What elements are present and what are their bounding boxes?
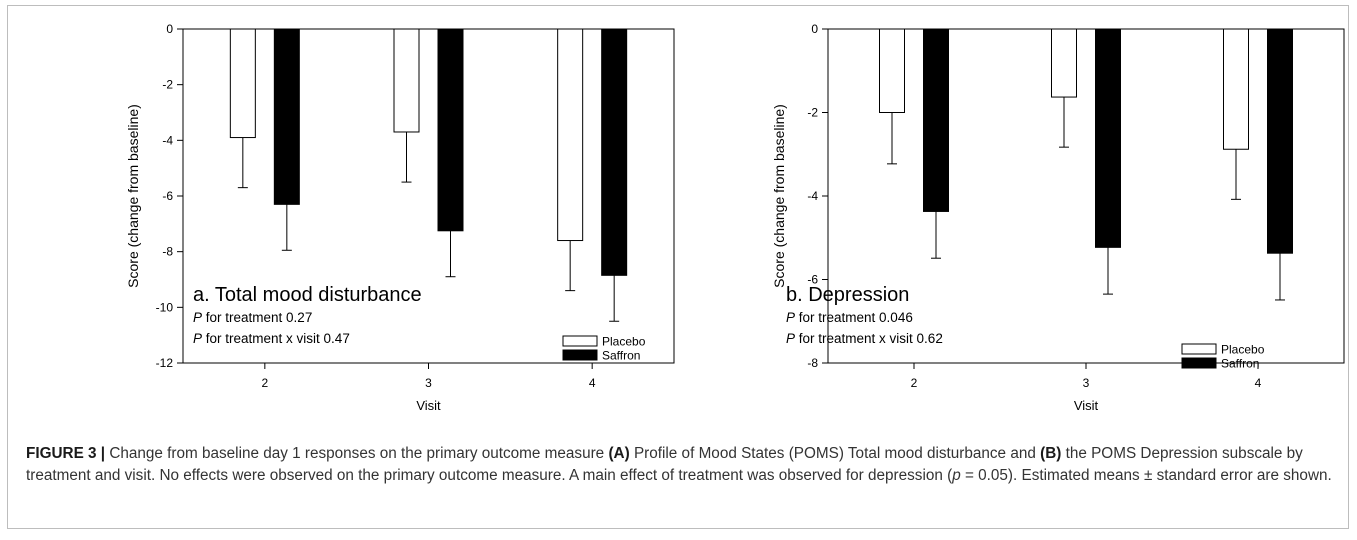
- stat-line: P for treatment x visit 0.47: [193, 331, 350, 346]
- caption-text: (A): [608, 445, 630, 462]
- x-tick-label: 3: [425, 376, 432, 390]
- caption-text: = 0.05). Estimated means ± standard erro…: [960, 467, 1332, 484]
- y-tick-label: -10: [156, 300, 174, 314]
- y-axis-label: Score (change from baseline): [125, 104, 141, 288]
- bar-placebo: [879, 28, 905, 113]
- legend-label-saffron: Saffron: [602, 349, 640, 363]
- bar-saffron: [437, 28, 464, 232]
- caption-text: p: [952, 467, 961, 484]
- caption-text: Profile of Mood States (POMS) Total mood…: [629, 445, 1041, 462]
- bar-placebo: [1223, 28, 1249, 150]
- caption-text: (B): [1040, 445, 1062, 462]
- panel-title: b. Depression: [786, 284, 909, 306]
- y-tick-label: -8: [162, 245, 173, 259]
- bar-placebo: [393, 28, 420, 133]
- y-tick-label: -4: [162, 133, 173, 147]
- y-tick-label: 0: [811, 22, 818, 36]
- panel-title: a. Total mood disturbance: [193, 284, 422, 306]
- legend-swatch-saffron: [562, 349, 598, 361]
- y-axis-label: Score (change from baseline): [771, 104, 787, 288]
- bar-placebo: [557, 28, 584, 242]
- x-axis-label: Visit: [1074, 398, 1099, 413]
- legend-swatch-saffron: [1181, 357, 1217, 369]
- x-tick-label: 3: [1083, 376, 1090, 390]
- bar-saffron: [1267, 28, 1293, 254]
- x-tick-label: 2: [911, 376, 918, 390]
- legend-swatch-placebo: [1181, 343, 1217, 355]
- figure-frame: 0 -2 -4 -6 -8 -10 -12 Score (change from baseli…: [7, 5, 1349, 529]
- y-tick-label: -2: [162, 78, 173, 92]
- stat-line: P for treatment 0.27: [193, 310, 312, 325]
- y-tick-label: -6: [807, 273, 818, 287]
- caption-text: the POMS Depression subscale by treatmen…: [26, 445, 1303, 484]
- y-tick-label: -12: [156, 356, 174, 370]
- x-axis-label: Visit: [416, 398, 441, 413]
- x-tick-label: 2: [261, 376, 268, 390]
- bar-saffron: [273, 28, 300, 205]
- bar-placebo: [1051, 28, 1077, 98]
- x-tick-label: 4: [589, 376, 596, 390]
- legend-swatch-placebo: [562, 335, 598, 347]
- y-tick-label: -8: [807, 356, 818, 370]
- y-tick-label: -2: [807, 106, 818, 120]
- chart-panel-a: 0 -2 -4 -6 -8 -10 -12 Score (change from baseli…: [125, 22, 675, 413]
- bar-saffron: [923, 28, 949, 212]
- bar-saffron: [1095, 28, 1121, 248]
- y-tick-label: 0: [166, 22, 173, 36]
- legend-label-placebo: Placebo: [602, 335, 646, 349]
- caption-text: Change from baseline day 1 responses on …: [105, 445, 609, 462]
- y-tick-label: -4: [807, 189, 818, 203]
- bar-saffron: [601, 28, 628, 276]
- x-tick-label: 4: [1255, 376, 1262, 390]
- bar-placebo: [229, 28, 256, 139]
- legend-label-placebo: Placebo: [1221, 343, 1265, 357]
- stat-line: P for treatment x visit 0.62: [786, 331, 943, 346]
- figure-caption: FIGURE 3 | Change from baseline day 1 re…: [26, 443, 1348, 487]
- legend-label-saffron: Saffron: [1221, 357, 1259, 371]
- caption-label: FIGURE 3 |: [26, 445, 106, 462]
- y-tick-label: -6: [162, 189, 173, 203]
- stat-line: P for treatment 0.046: [786, 310, 913, 325]
- chart-panel-b: 0 -2 -4 -6 -8 Score (change from baseline) 2 3 4…: [771, 22, 1345, 413]
